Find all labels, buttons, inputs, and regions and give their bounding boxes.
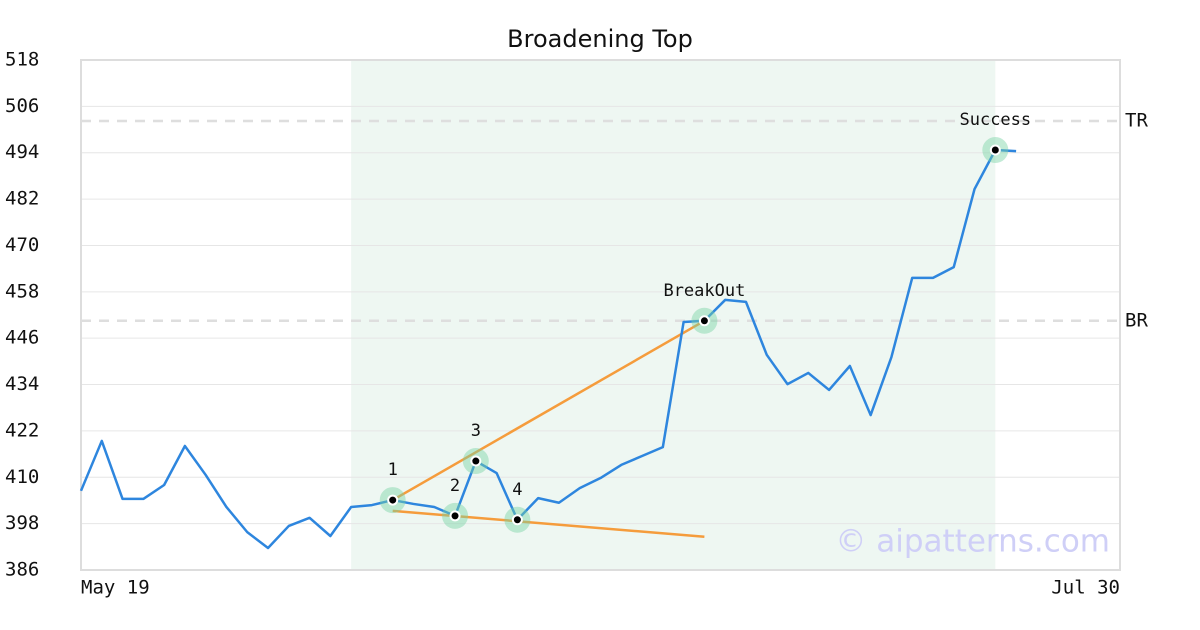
- point-label: 2: [450, 476, 460, 496]
- y-tick-label: 386: [5, 559, 39, 581]
- point-label: BreakOut: [663, 281, 745, 301]
- x-tick-label: May 19: [81, 577, 150, 599]
- y-tick-label: 482: [5, 188, 39, 210]
- point-dot: [387, 494, 399, 506]
- y-tick-label: 446: [5, 327, 39, 349]
- y-tick-label: 470: [5, 234, 39, 256]
- watermark: © aipatterns.com: [835, 524, 1110, 560]
- point-dot: [698, 315, 710, 327]
- level-label: TR: [1125, 110, 1148, 132]
- y-tick-label: 422: [5, 419, 39, 441]
- point-label: 3: [471, 421, 481, 441]
- trendline: [392, 509, 705, 539]
- x-tick-label: Jul 30: [1051, 577, 1120, 599]
- point-label: 1: [388, 460, 398, 480]
- y-tick-label: 494: [5, 141, 39, 163]
- plot-frame: [80, 59, 1121, 571]
- point-dot: [511, 514, 523, 526]
- point-dot: [989, 144, 1001, 156]
- price-line: [79, 148, 1017, 550]
- point-label: 4: [512, 480, 522, 500]
- y-tick-label: 410: [5, 466, 39, 488]
- pattern-range: [351, 60, 996, 570]
- point-dot: [449, 510, 461, 522]
- y-tick-label: 506: [5, 95, 39, 117]
- level-label: BR: [1125, 309, 1148, 331]
- point-dot: [470, 455, 482, 467]
- y-tick-label: 434: [5, 373, 39, 395]
- y-tick-label: 518: [5, 49, 39, 71]
- chart-title: Broadening Top: [507, 25, 693, 53]
- point-label: Success: [959, 110, 1031, 130]
- trendline: [392, 319, 706, 502]
- y-tick-label: 458: [5, 280, 39, 302]
- y-tick-label: 398: [5, 512, 39, 534]
